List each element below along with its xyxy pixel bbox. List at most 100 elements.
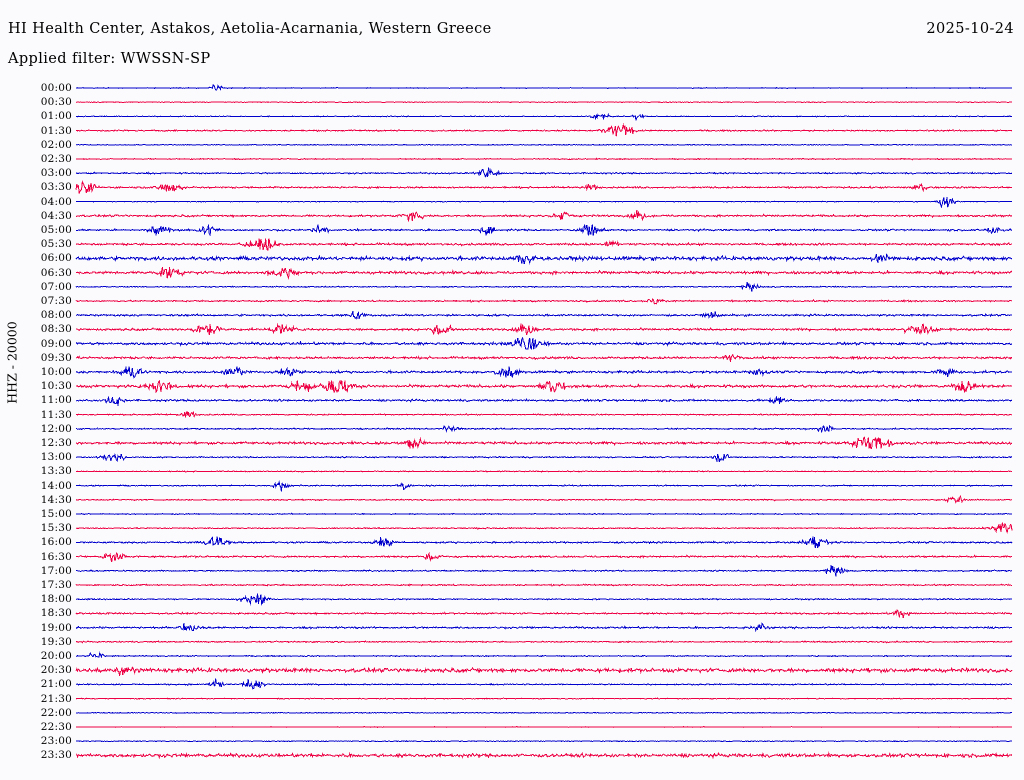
trace-row — [75, 210, 1013, 222]
trace-row — [75, 494, 1013, 504]
time-tick-label: 18:30 — [40, 607, 72, 620]
trace-row — [75, 593, 1013, 606]
time-tick-label: 07:00 — [40, 280, 72, 293]
time-tick-label: 19:30 — [40, 635, 72, 648]
time-tick-label: 09:00 — [40, 337, 72, 350]
time-tick-label: 16:00 — [40, 536, 72, 549]
time-tick-label: 19:00 — [40, 621, 72, 634]
time-tick-label: 23:00 — [40, 735, 72, 748]
trace-row — [75, 353, 1013, 363]
trace-row — [75, 197, 1013, 209]
time-tick-label: 14:00 — [40, 479, 72, 492]
time-tick-label: 05:00 — [40, 224, 72, 236]
time-tick-label: 08:00 — [40, 309, 72, 322]
trace-row — [75, 101, 1013, 104]
trace-row — [75, 678, 1013, 690]
trace-row — [75, 651, 1013, 659]
trace-row — [75, 452, 1013, 463]
trace-row — [75, 410, 1013, 419]
trace-row — [75, 238, 1013, 251]
time-tick-label: 11:30 — [40, 408, 72, 421]
trace-row — [75, 281, 1013, 292]
time-tick-label: 01:00 — [40, 110, 72, 123]
trace-row — [75, 123, 1013, 137]
time-tick-label: 04:30 — [40, 209, 72, 222]
trace-row — [75, 552, 1013, 563]
time-tick-label: 00:00 — [40, 82, 72, 94]
trace-row — [75, 640, 1013, 644]
time-tick-label: 18:00 — [40, 593, 72, 606]
time-tick-label: 11:00 — [40, 394, 72, 407]
trace-row — [75, 622, 1013, 633]
time-tick-label: 21:00 — [40, 678, 72, 691]
time-tick-label: 06:30 — [40, 266, 72, 279]
applied-filter-label: Applied filter: WWSSN-SP — [8, 51, 211, 67]
time-tick-label: 13:00 — [40, 451, 72, 464]
trace-row — [75, 536, 1013, 549]
time-tick-label: 04:00 — [40, 195, 72, 208]
time-tick-label: 20:30 — [40, 664, 72, 677]
time-tick-label: 15:30 — [40, 522, 72, 535]
trace-row — [75, 323, 1012, 336]
time-tick-label: 05:30 — [40, 238, 72, 251]
time-tick-label: 02:00 — [40, 138, 72, 151]
time-tick-label: 21:30 — [40, 692, 72, 705]
time-tick-label: 22:00 — [40, 706, 72, 719]
trace-row — [75, 565, 1013, 577]
time-tick-label: 15:00 — [40, 508, 72, 520]
page-title: HI Health Center, Astakos, Aetolia-Acarn… — [8, 21, 492, 37]
trace-row — [75, 180, 1013, 195]
trace-row — [75, 157, 1013, 161]
trace-row — [75, 666, 1013, 676]
time-tick-label: 07:30 — [40, 295, 72, 307]
time-tick-label: 08:30 — [40, 323, 72, 336]
trace-row — [75, 697, 1013, 700]
trace-row — [75, 366, 1013, 379]
trace-row — [75, 424, 1013, 434]
trace-row — [75, 711, 1013, 714]
time-tick-label: 03:30 — [40, 181, 72, 194]
trace-row — [75, 311, 1013, 320]
trace-row — [75, 436, 1013, 450]
trace-row — [75, 224, 1013, 237]
trace-row — [75, 83, 1013, 91]
trace-row — [75, 167, 1013, 178]
trace-row — [75, 298, 1013, 305]
trace-row — [75, 751, 1013, 760]
trace-row — [75, 726, 1013, 728]
time-tick-label: 13:30 — [40, 465, 72, 478]
trace-row — [75, 266, 1013, 280]
trace-row — [75, 609, 1013, 619]
time-tick-label: 10:00 — [40, 366, 72, 378]
time-tick-label: 12:30 — [40, 437, 72, 449]
trace-row — [75, 252, 1013, 265]
trace-row — [75, 336, 1013, 350]
trace-row — [75, 522, 1013, 535]
trace-row — [75, 396, 1013, 406]
time-tick-label: 10:30 — [40, 380, 72, 393]
time-tick-label: 22:30 — [40, 721, 72, 733]
time-tick-label: 09:30 — [40, 351, 72, 364]
trace-row — [75, 583, 1013, 587]
time-tick-label: 17:30 — [40, 579, 72, 591]
trace-row — [75, 740, 1013, 743]
time-tick-label: 12:00 — [40, 422, 72, 435]
time-tick-label: 02:30 — [40, 153, 72, 165]
date-label: 2025-10-24 — [926, 21, 1014, 37]
trace-row — [75, 470, 1013, 473]
trace-row — [75, 143, 1013, 146]
trace-row — [75, 113, 1013, 121]
time-tick-label: 20:00 — [40, 650, 72, 662]
time-tick-label: 16:30 — [40, 550, 72, 563]
trace-row — [75, 512, 1013, 516]
time-tick-label: 17:00 — [40, 564, 72, 577]
time-tick-label: 14:30 — [40, 493, 72, 506]
time-tick-label: 01:30 — [40, 124, 72, 137]
time-tick-label: 06:00 — [40, 252, 72, 265]
trace-row — [75, 479, 1013, 492]
time-tick-label: 23:30 — [40, 749, 72, 762]
trace-row — [75, 379, 1013, 394]
